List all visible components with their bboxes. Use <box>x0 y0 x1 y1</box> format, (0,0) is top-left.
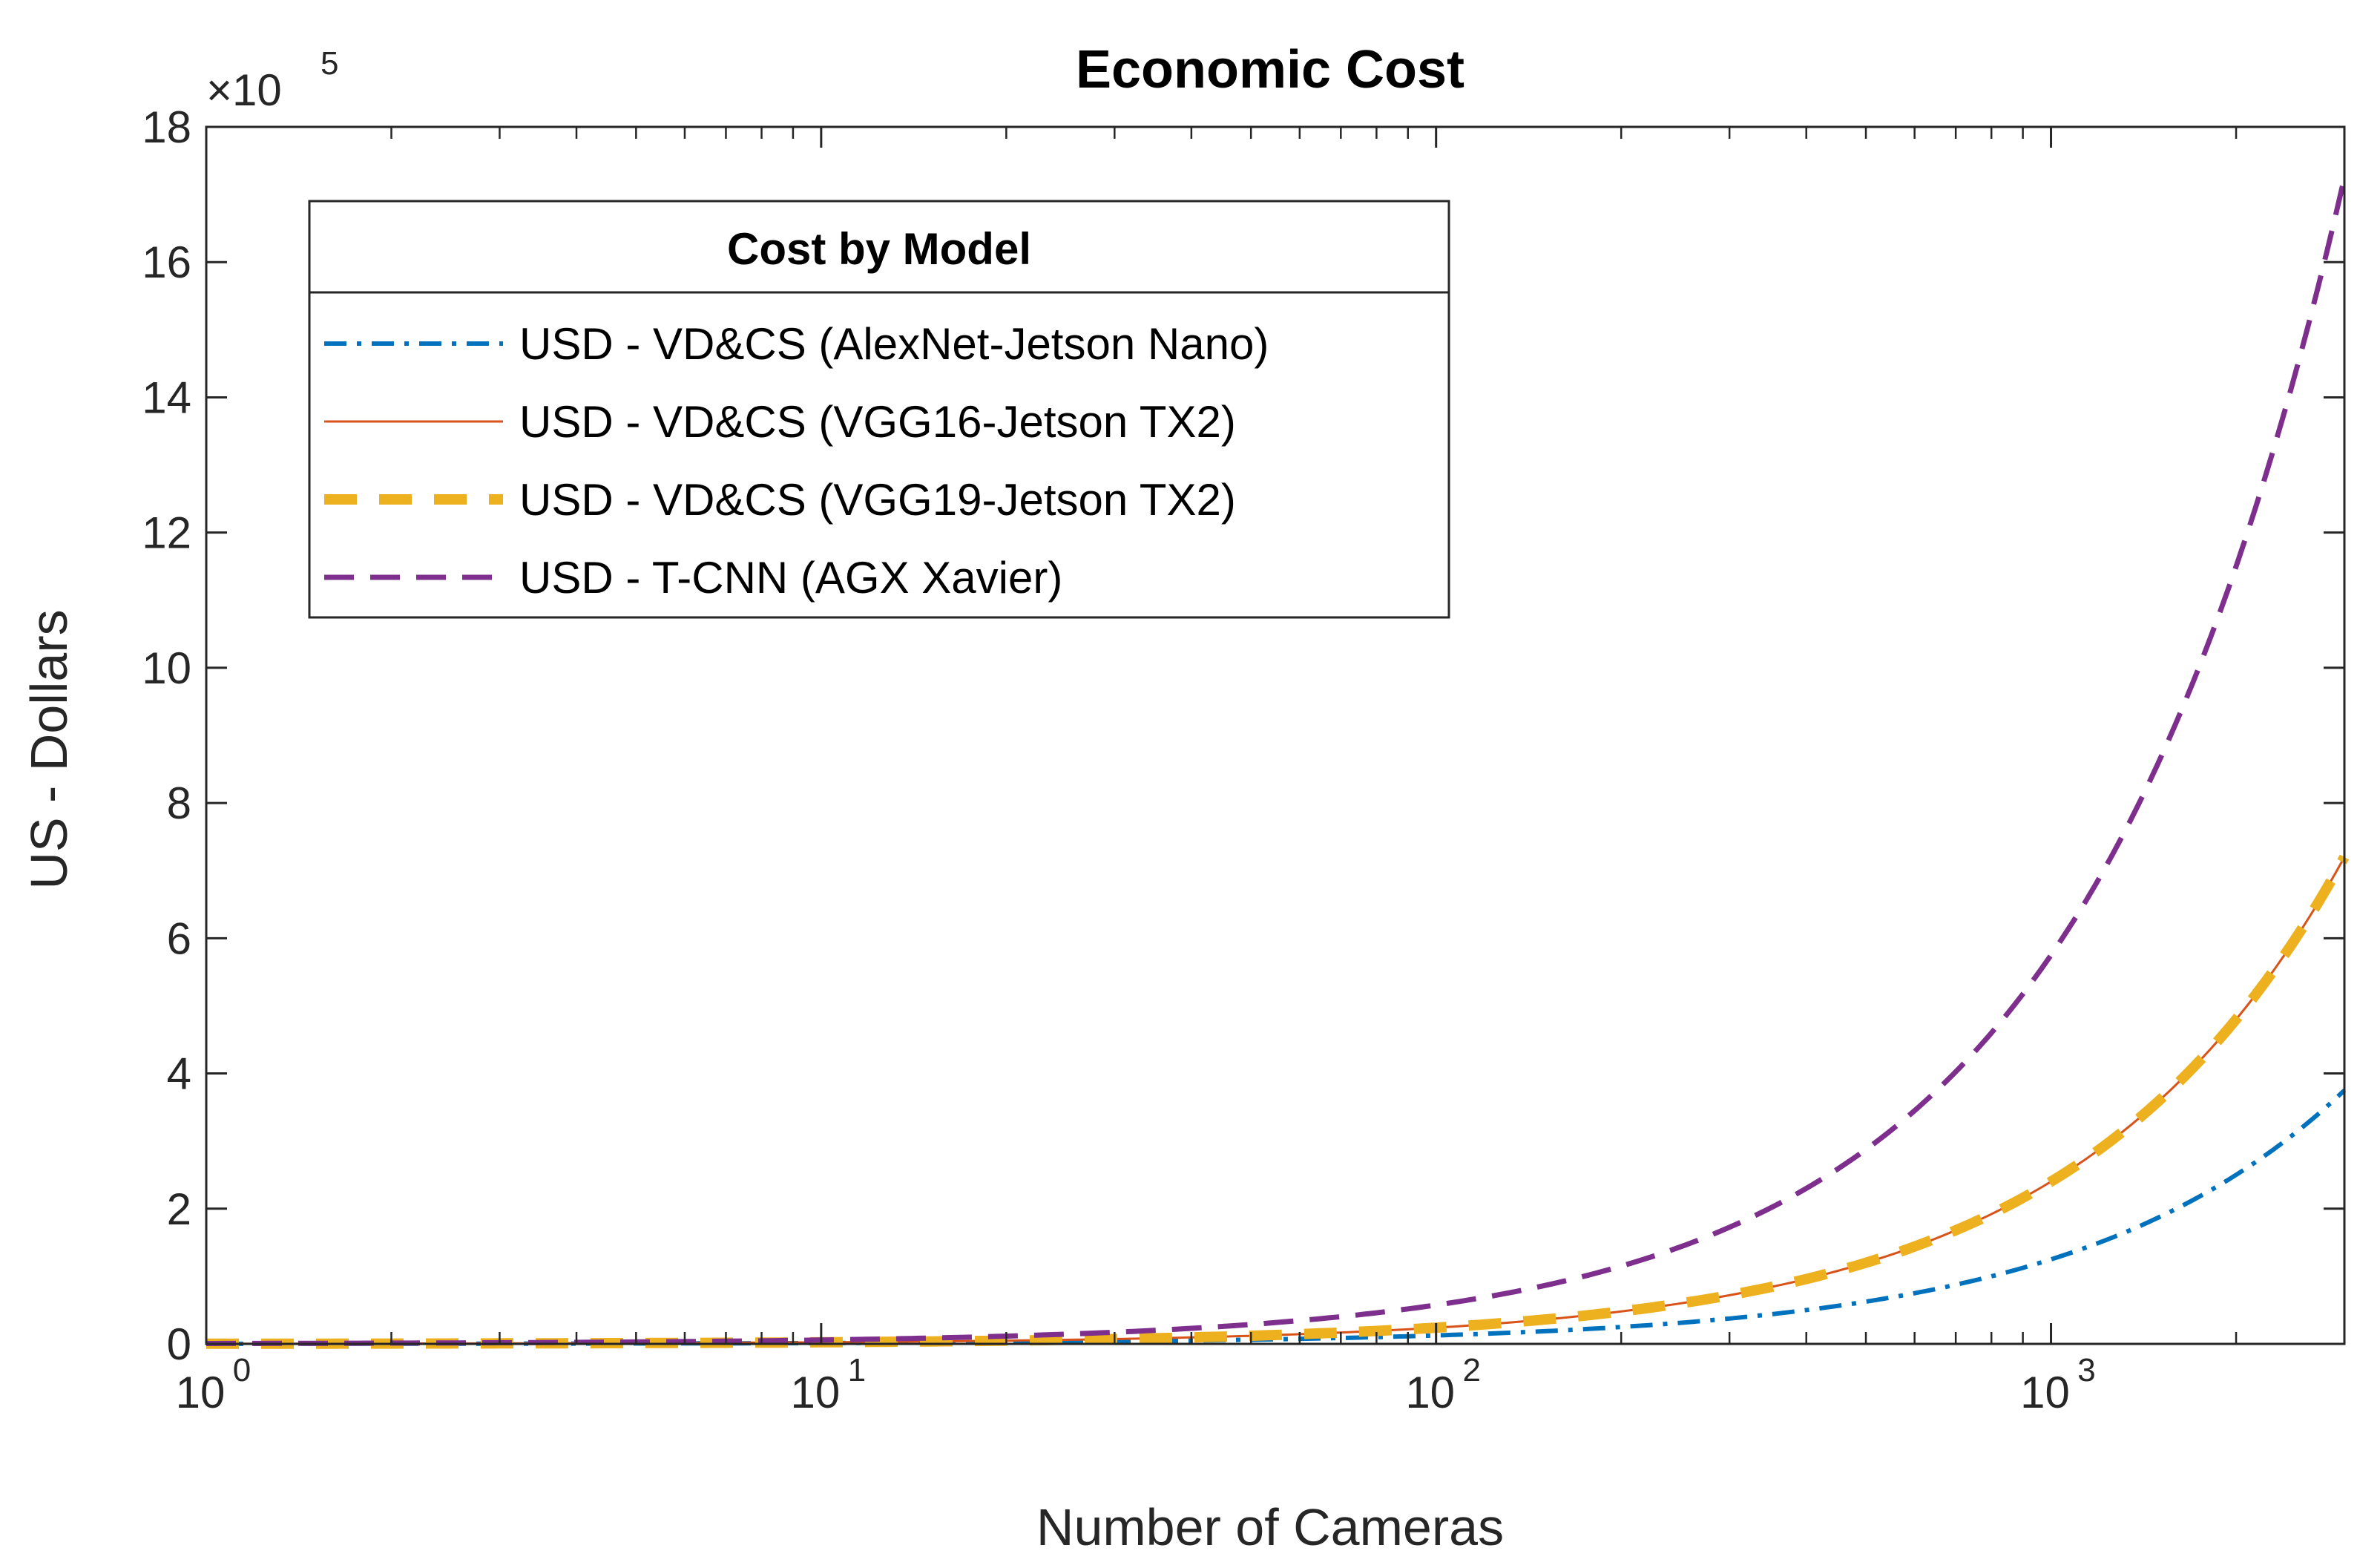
x-tick-label: 10 3 <box>2020 1352 2096 1417</box>
y-tick-label: 18 <box>142 102 191 152</box>
x-tick-label: 10 1 <box>790 1352 866 1417</box>
legend-label: USD - T-CNN (AGX Xavier) <box>519 553 1062 603</box>
y-tick-label: 16 <box>142 237 191 287</box>
y-exponent: ×10 5 <box>206 45 338 115</box>
series-line-1 <box>206 856 2346 1345</box>
y-axis-label: US - Dollars <box>20 609 78 889</box>
y-tick-label: 8 <box>167 778 191 828</box>
legend-box <box>308 200 1450 619</box>
chart-title: Economic Cost <box>1076 40 1465 99</box>
x-tick-label-base: 10 <box>790 1368 840 1417</box>
legend-label: USD - VD&CS (VGG16-Jetson TX2) <box>519 397 1236 447</box>
y-exponent-power: 5 <box>320 45 338 82</box>
x-tick-label-power: 2 <box>1462 1352 1480 1388</box>
y-exponent-base: ×10 <box>206 65 282 115</box>
x-tick-label-base: 10 <box>1405 1368 1455 1417</box>
x-tick-label: 10 2 <box>1405 1352 1481 1417</box>
series-line-3 <box>206 177 2347 1346</box>
x-tick-label-base: 10 <box>176 1368 226 1417</box>
legend-label: USD - VD&CS (VGG19-Jetson TX2) <box>519 475 1236 525</box>
x-tick-label: 10 0 <box>176 1352 252 1417</box>
y-tick-label: 2 <box>167 1184 191 1234</box>
y-tick-label: 0 <box>167 1319 191 1369</box>
series-line-2 <box>206 854 2350 1349</box>
x-tick-label-power: 3 <box>2077 1352 2095 1388</box>
x-axis-label: Number of Cameras <box>1036 1498 1504 1556</box>
legend-label: USD - VD&CS (AlexNet-Jetson Nano) <box>519 319 1269 369</box>
y-tick-label: 12 <box>142 508 191 558</box>
series-line-0 <box>206 1089 2347 1346</box>
x-tick-label-power: 0 <box>233 1352 251 1388</box>
y-tick-label: 10 <box>142 643 191 693</box>
ticks <box>205 125 2346 1345</box>
axes-box <box>205 125 2346 1345</box>
legend: Cost by Model USD - VD&CS (AlexNet-Jetso… <box>308 200 1450 619</box>
x-tick-label-power: 1 <box>848 1352 866 1388</box>
x-tick-label-base: 10 <box>2020 1368 2070 1417</box>
y-tick-label: 4 <box>167 1049 191 1099</box>
y-tick-label: 14 <box>142 373 191 422</box>
legend-title: Cost by Model <box>727 224 1031 274</box>
y-tick-label: 6 <box>167 913 191 963</box>
